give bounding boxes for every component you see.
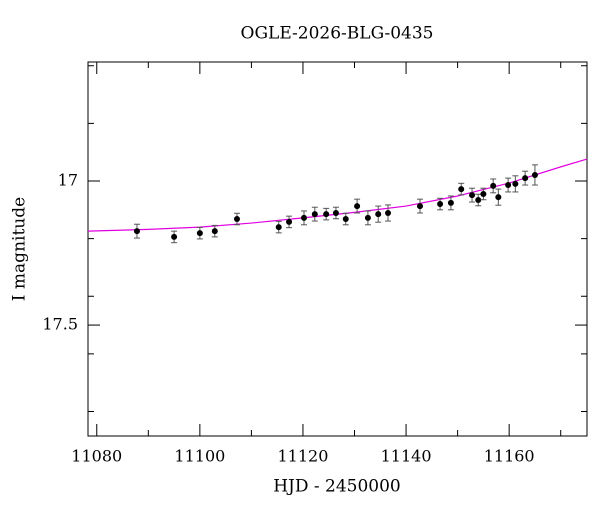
data-point bbox=[495, 194, 502, 201]
data-point bbox=[505, 182, 512, 189]
data-point bbox=[286, 218, 293, 225]
data-point bbox=[342, 216, 349, 223]
y-tick-label: 17.5 bbox=[42, 315, 78, 334]
x-tick-label: 11160 bbox=[484, 447, 535, 466]
data-point bbox=[300, 214, 307, 221]
data-point bbox=[323, 211, 330, 218]
data-point bbox=[196, 230, 203, 237]
x-tick-label: 11100 bbox=[174, 447, 225, 466]
data-point bbox=[416, 203, 423, 210]
data-point bbox=[447, 199, 454, 206]
x-tick-label: 11080 bbox=[71, 447, 122, 466]
plot-frame bbox=[87, 61, 588, 437]
data-point bbox=[480, 190, 487, 197]
data-point bbox=[171, 233, 178, 240]
data-point bbox=[490, 182, 497, 189]
y-axis-label: I magnitude bbox=[10, 197, 30, 301]
data-point bbox=[233, 216, 240, 223]
data-point bbox=[375, 211, 382, 218]
data-point bbox=[531, 171, 538, 178]
data-point bbox=[475, 197, 482, 204]
data-point bbox=[354, 203, 361, 210]
data-point bbox=[512, 180, 519, 187]
x-axis-label: HJD - 2450000 bbox=[273, 477, 401, 497]
data-point bbox=[385, 209, 392, 216]
data-point bbox=[332, 209, 339, 216]
x-tick-label: 11140 bbox=[381, 447, 432, 466]
data-point bbox=[469, 192, 476, 199]
data-point bbox=[275, 224, 282, 231]
data-point bbox=[133, 228, 140, 235]
x-tick-label: 11120 bbox=[278, 447, 329, 466]
data-point bbox=[364, 214, 371, 221]
data-point bbox=[311, 211, 318, 218]
data-point bbox=[211, 228, 218, 235]
chart-title: OGLE-2026-BLG-0435 bbox=[241, 24, 434, 44]
data-point bbox=[522, 175, 529, 182]
data-point bbox=[437, 201, 444, 208]
y-tick-label: 17 bbox=[58, 171, 78, 190]
model-curve bbox=[87, 158, 588, 232]
data-point bbox=[458, 186, 465, 193]
